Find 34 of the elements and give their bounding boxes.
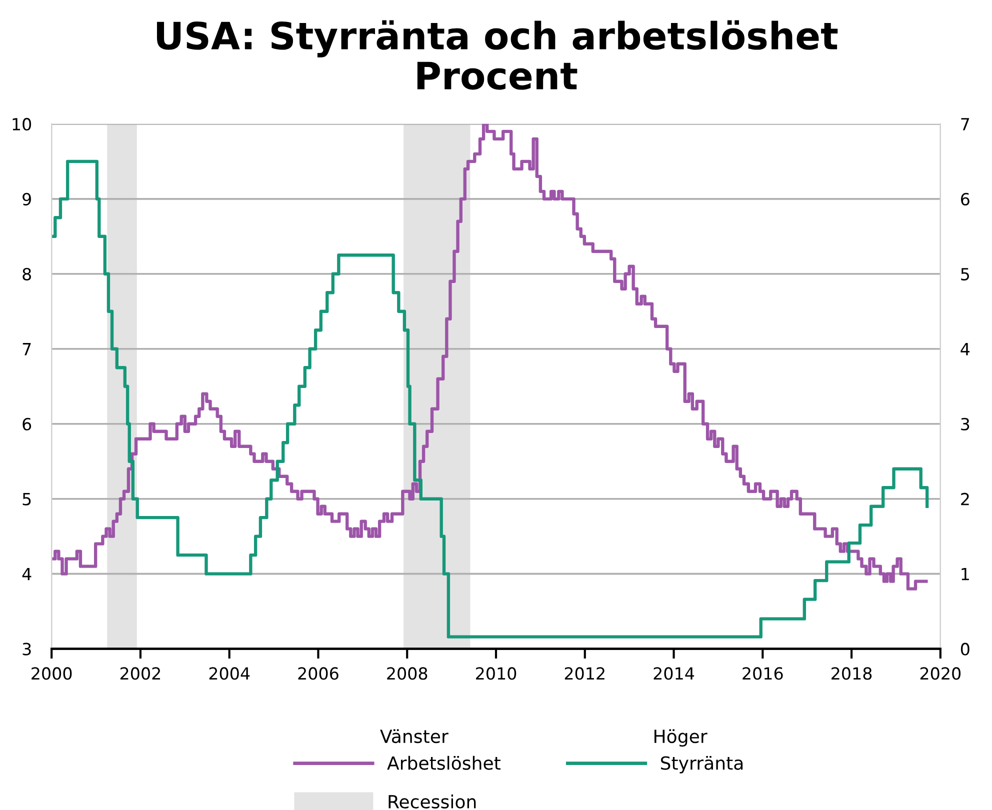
y2-tick-label: 5 (961, 268, 970, 280)
x-tick-label: 2004 (209, 667, 250, 680)
x-tick-label: 2002 (120, 667, 160, 680)
y2-tick-label: 2 (961, 492, 969, 506)
text: Höger (654, 729, 708, 747)
legend-label: Styrränta (660, 756, 743, 774)
y-tick-label: 7 (22, 343, 31, 356)
x-tick-label: 2012 (564, 667, 604, 680)
y2-tick-label: 0 (960, 642, 970, 656)
y-tick-label: 3 (22, 642, 31, 656)
chart-title: USA: Styrränta och arbetslöshet (156, 20, 838, 58)
legend-label: Arbetslöshet (387, 756, 500, 770)
x-tick-label: 2020 (920, 667, 961, 680)
y2-tick-label: 4 (960, 343, 970, 356)
x-tick-label: 2018 (832, 667, 872, 680)
y-tick-label: 9 (22, 192, 31, 206)
legend-label: Recession (388, 794, 476, 809)
y2-tick-label: 7 (961, 118, 970, 130)
y2-tick-label: 3 (961, 418, 970, 430)
text: Vänster (380, 729, 448, 744)
x-tick-label: 2016 (742, 667, 783, 680)
x-tick-label: 2010 (476, 667, 516, 680)
y-tick-label: 4 (22, 568, 32, 580)
y2-tick-label: 6 (961, 192, 970, 206)
y-tick-label: 10 (12, 118, 32, 130)
y-tick-label: 8 (22, 268, 31, 280)
x-tick-label: 2014 (654, 667, 694, 680)
y-tick-label: 6 (22, 418, 32, 430)
x-tick-label: 2008 (387, 667, 428, 680)
x-tick-label: 2006 (298, 667, 338, 680)
y2-tick-label: 1 (962, 568, 969, 580)
chart-subtitle: Procent (417, 62, 578, 90)
y-tick-label: 5 (22, 493, 31, 506)
x-tick-label: 2000 (32, 667, 72, 680)
